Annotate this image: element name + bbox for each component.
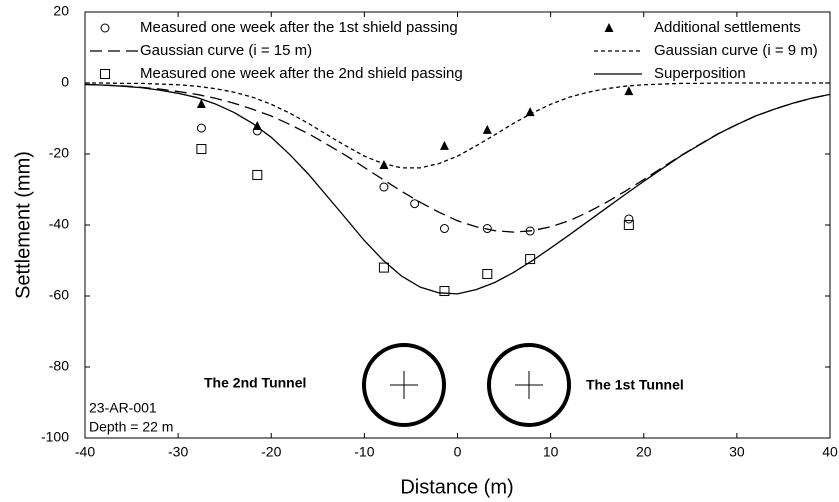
marker [482,124,492,134]
series-line [84,83,831,233]
marker [378,262,389,273]
marker [196,144,207,155]
tunnel-1 [487,343,571,427]
y-tick-label: -20 [49,145,69,161]
marker [525,107,535,117]
y-tick-label: 0 [61,74,69,90]
marker [252,120,262,130]
marker [196,98,206,108]
marker [439,286,450,297]
marker [439,140,449,150]
marker [379,160,389,170]
legend-label: Gaussian curve (i = 9 m) [654,42,818,59]
x-tick-label: 20 [636,444,652,460]
marker [482,224,492,234]
y-tick-label: -100 [41,429,69,445]
legend-marker [604,23,614,32]
y-tick-label: -60 [49,287,69,303]
x-axis-title: Distance (m) [400,476,513,498]
x-tick-label: -20 [261,444,281,460]
tunnel-2 [362,343,446,427]
x-tick-label: -30 [168,444,188,460]
annotation: The 1st Tunnel [586,377,684,393]
y-axis-title: Settlement (mm) [12,151,34,299]
annotation: Depth = 22 m [89,419,173,435]
series-line [85,82,830,169]
legend-label: Measured one week after the 1st shield p… [140,19,458,36]
y-tick-label: -80 [49,358,69,374]
marker [482,268,493,279]
marker [624,214,634,224]
x-tick-label: -40 [75,444,95,460]
marker [252,169,263,180]
x-tick-label: 0 [454,444,462,460]
annotation: 23-AR-001 [89,400,157,416]
marker [624,86,634,96]
annotation: The 2nd Tunnel [204,375,306,391]
legend-marker [100,69,110,79]
marker [623,220,634,230]
legend-label: Additional settlements [654,19,801,36]
x-tick-label: 40 [822,444,838,460]
marker [439,224,449,234]
marker [196,123,206,133]
marker [410,199,420,209]
y-tick-label: -40 [49,216,69,232]
x-tick-label: -10 [354,444,374,460]
legend-marker [100,23,110,33]
marker [379,182,389,192]
y-tick-label: 20 [53,3,69,19]
legend-label: Superposition [654,65,746,82]
series-line [84,83,831,295]
x-tick-label: 30 [729,444,745,460]
legend-label: Measured one week after the 2nd shield p… [140,65,463,82]
legend-label: Gaussian curve (i = 15 m) [140,42,312,59]
x-tick-label: 10 [543,444,559,460]
